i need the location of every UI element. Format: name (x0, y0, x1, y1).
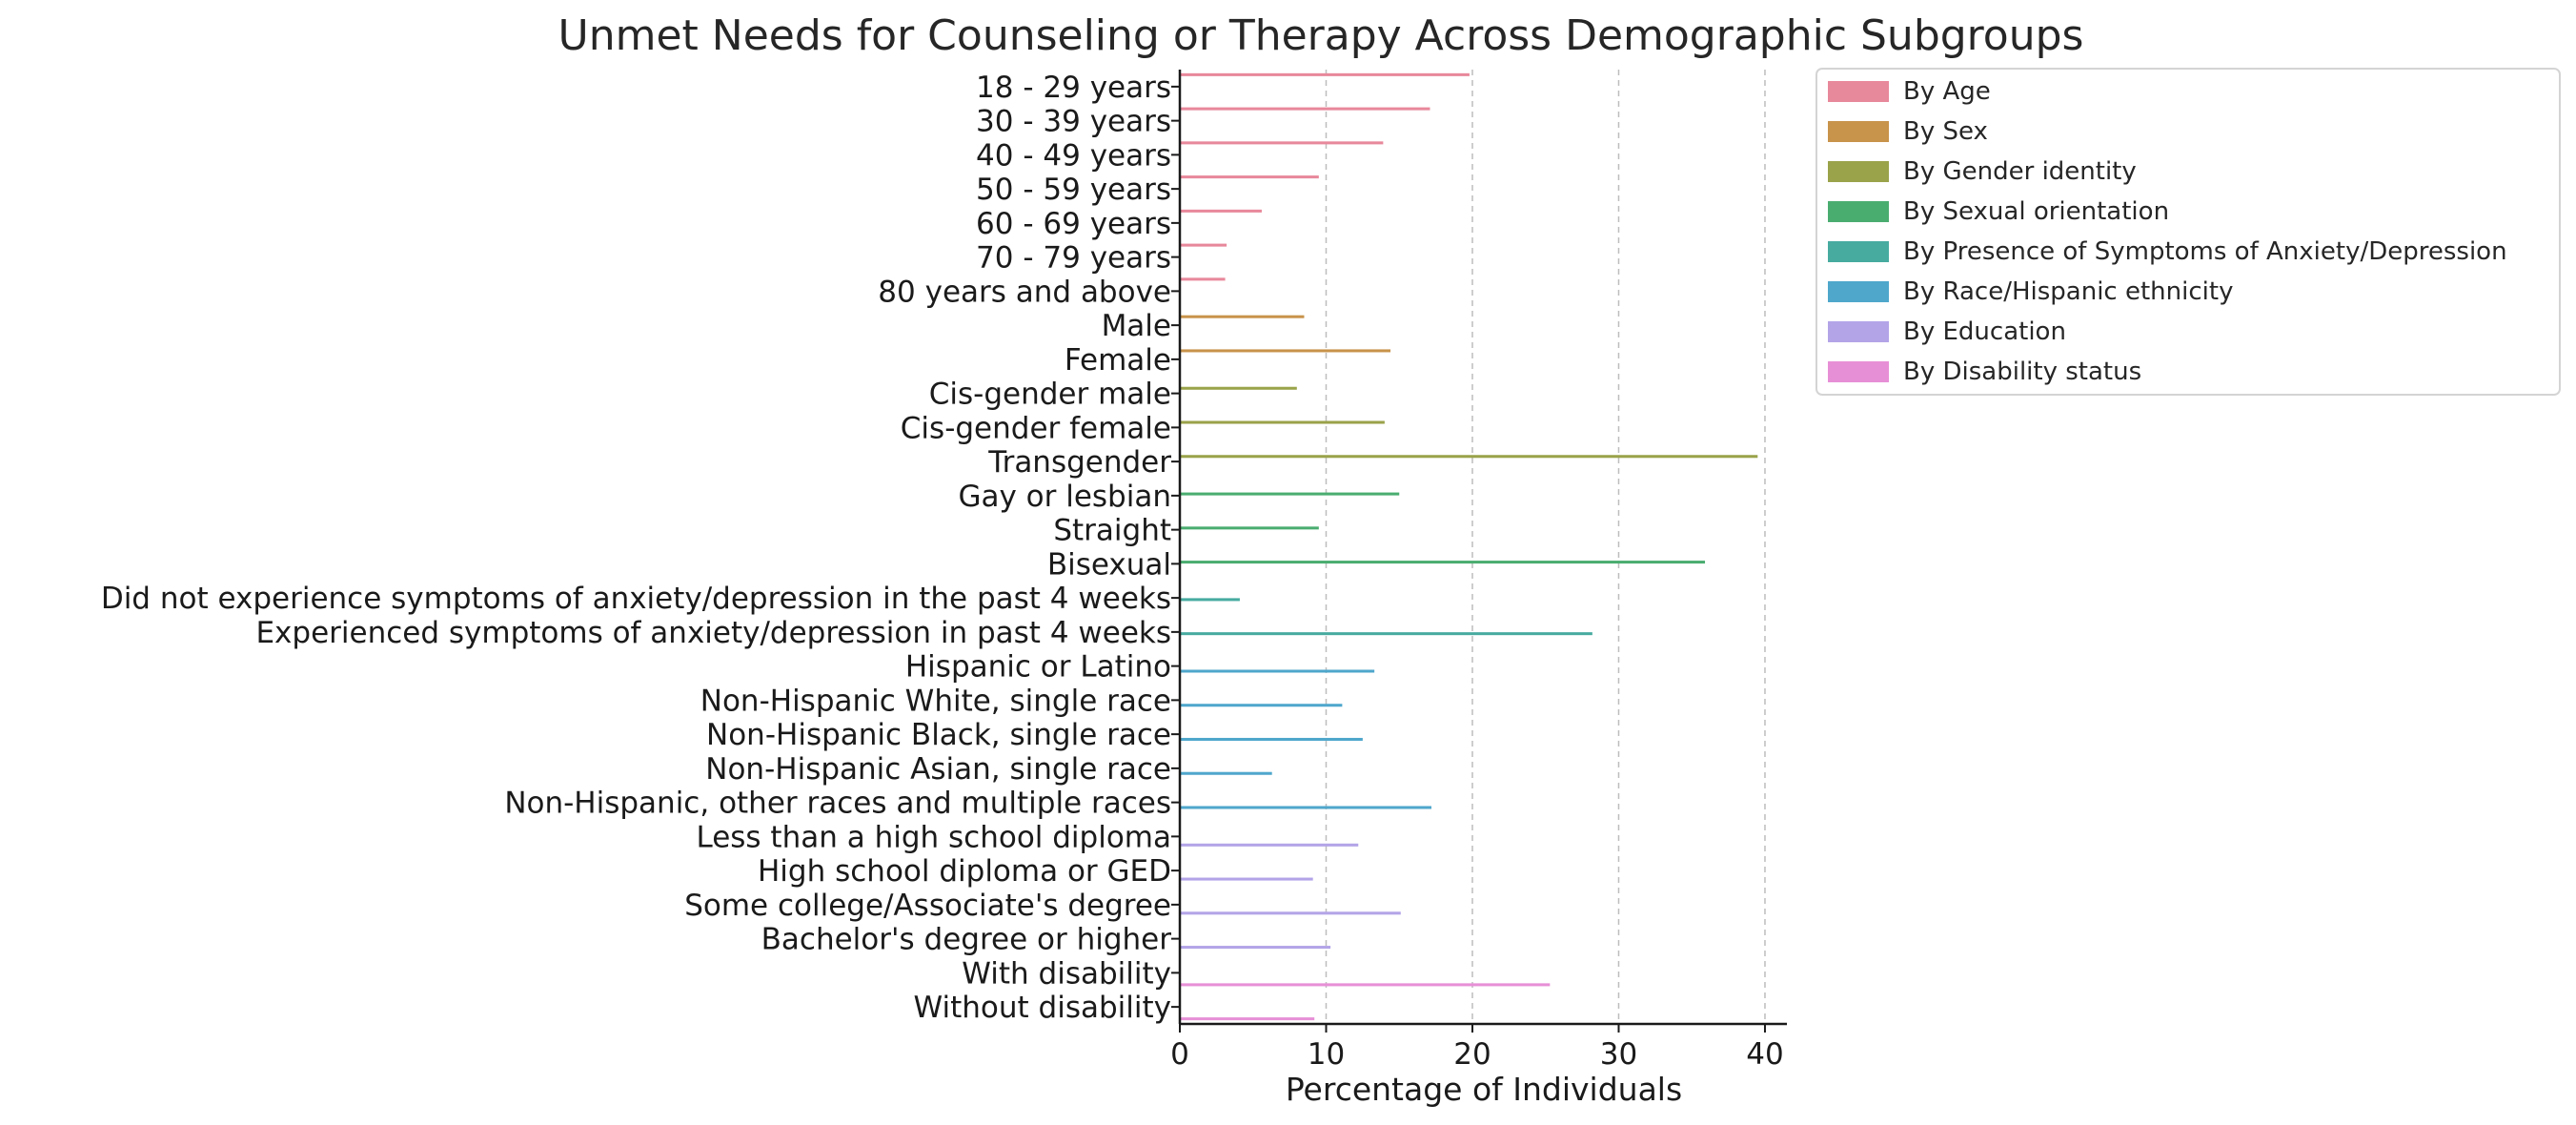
y-tick-label-non-hispanic-white-single-race: Non-Hispanic White, single race (700, 684, 1171, 718)
y-tick-label-80-years-and-above: 80 years and above (878, 275, 1171, 309)
legend-entry-by-sex: By Sex (1903, 117, 1988, 146)
bar-non-hispanic-asian-single-race (1180, 771, 1272, 775)
y-tick-label-50-59-years: 50 - 59 years (976, 173, 1171, 207)
bar-40-49-years (1180, 141, 1384, 145)
x-ticks: 0 10 20 30 40 (1170, 1024, 1784, 1072)
legend-swatch (1828, 241, 1889, 262)
y-tick-label-high-school-diploma-or-ged: High school diploma or GED (758, 854, 1171, 889)
legend-entry-by-education: By Education (1903, 317, 2066, 346)
bar-without-disability (1180, 1017, 1315, 1021)
y-tick-label-transgender: Transgender (987, 445, 1171, 480)
legend-box (1815, 68, 2561, 396)
bar-non-hispanic-other-races-and-multiple-races (1180, 806, 1432, 809)
bar-gay-or-lesbian (1180, 492, 1400, 496)
bar-non-hispanic-white-single-race (1180, 704, 1343, 707)
x-tick-label: 30 (1600, 1037, 1637, 1072)
y-tick-label-cis-gender-female: Cis-gender female (901, 411, 1171, 445)
x-tick-label: 10 (1308, 1037, 1345, 1072)
y-tick-label-straight: Straight (1053, 514, 1171, 548)
y-tick-label-non-hispanic-other-races-and-multiple-races: Non-Hispanic, other races and multiple r… (504, 787, 1171, 821)
legend: By Age By Sex By Gender identity By Sexual … (1815, 68, 2561, 396)
bar-bachelor-s-degree-or-higher (1180, 946, 1331, 950)
legend-swatch (1828, 321, 1889, 342)
legend-entry-by-sexual-orientation: By Sexual orientation (1903, 197, 2169, 226)
y-tick-label-less-than-a-high-school-diploma: Less than a high school diploma (696, 820, 1171, 854)
legend-swatch (1828, 121, 1889, 142)
y-tick-label-did-not-experience-symptoms-of-anxiety-depression-in-the-past-4-weeks: Did not experience symptoms of anxiety/d… (101, 582, 1171, 616)
x-tick-label: 20 (1453, 1037, 1491, 1072)
legend-swatch (1828, 201, 1889, 222)
bar-non-hispanic-black-single-race (1180, 737, 1363, 742)
y-tick-label-without-disability: Without disability (914, 991, 1171, 1025)
x-axis-label: Percentage of Individuals (1286, 1071, 1682, 1108)
legend-entry-by-presence-of-symptoms-of-anxiety-depression: By Presence of Symptoms of Anxiety/Depre… (1903, 237, 2507, 266)
y-tick-label-bisexual: Bisexual (1047, 547, 1171, 582)
legend-entry-by-race-hispanic-ethnicity: By Race/Hispanic ethnicity (1903, 277, 2233, 306)
bar-some-college-associate-s-degree (1180, 911, 1401, 915)
legend-swatch (1828, 161, 1889, 182)
y-tick-label-some-college-associate-s-degree: Some college/Associate's degree (684, 889, 1171, 923)
legend-entry-by-disability-status: By Disability status (1903, 358, 2141, 386)
legend-entry-by-gender-identity: By Gender identity (1903, 157, 2137, 186)
y-tick-label-60-69-years: 60 - 69 years (976, 207, 1171, 241)
bar-80-years-and-above (1180, 277, 1226, 281)
bars (1180, 72, 1758, 1021)
y-tick-label-male: Male (1102, 309, 1171, 343)
bar-did-not-experience-symptoms-of-anxiety-depression-in-the-past-4-weeks (1180, 598, 1240, 602)
gridlines (1325, 70, 1766, 1024)
y-tick-label-gay-or-lesbian: Gay or lesbian (958, 480, 1171, 514)
bar-60-69-years (1180, 209, 1262, 213)
bar-50-59-years (1180, 175, 1319, 179)
y-tick-label-70-79-years: 70 - 79 years (976, 241, 1171, 276)
legend-swatch (1828, 281, 1889, 302)
bar-30-39-years (1180, 107, 1430, 111)
bar-70-79-years (1180, 243, 1227, 247)
y-tick-label-18-29-years: 18 - 29 years (976, 71, 1171, 105)
y-tick-label-hispanic-or-latino: Hispanic or Latino (905, 650, 1171, 685)
bar-cis-gender-female (1180, 420, 1385, 424)
bar-transgender (1180, 455, 1758, 459)
bar-18-29-years (1180, 72, 1470, 76)
y-tick-label-30-39-years: 30 - 39 years (976, 105, 1171, 139)
bar-female (1180, 349, 1391, 353)
y-tick-label-40-49-years: 40 - 49 years (976, 138, 1171, 173)
legend-swatch (1828, 361, 1889, 382)
y-tick-label-female: Female (1065, 343, 1171, 378)
bar-male (1180, 315, 1305, 318)
legend-entry-by-age: By Age (1903, 77, 1991, 106)
bar-high-school-diploma-or-ged (1180, 877, 1313, 881)
y-tick-label-with-disability: With disability (962, 956, 1171, 991)
chart-title: Unmet Needs for Counseling or Therapy Ac… (558, 11, 2084, 60)
y-tick-label-non-hispanic-black-single-race: Non-Hispanic Black, single race (706, 718, 1171, 752)
bar-hispanic-or-latino (1180, 669, 1375, 673)
y-tick-label-experienced-symptoms-of-anxiety-depression-in-past-4-weeks: Experienced symptoms of anxiety/depressi… (255, 616, 1171, 650)
bar-bisexual (1180, 561, 1706, 564)
bar-straight (1180, 526, 1319, 530)
bar-with-disability (1180, 983, 1551, 987)
bar-cis-gender-male (1180, 386, 1297, 390)
legend-swatch (1828, 81, 1889, 102)
x-tick-label: 40 (1746, 1037, 1783, 1072)
y-tick-label-bachelor-s-degree-or-higher: Bachelor's degree or higher (761, 923, 1172, 957)
x-tick-label: 0 (1170, 1037, 1189, 1072)
bar-less-than-a-high-school-diploma (1180, 843, 1359, 847)
bar-experienced-symptoms-of-anxiety-depression-in-past-4-weeks (1180, 632, 1592, 636)
y-tick-label-cis-gender-male: Cis-gender male (929, 378, 1171, 412)
y-tick-label-non-hispanic-asian-single-race: Non-Hispanic Asian, single race (705, 752, 1171, 787)
